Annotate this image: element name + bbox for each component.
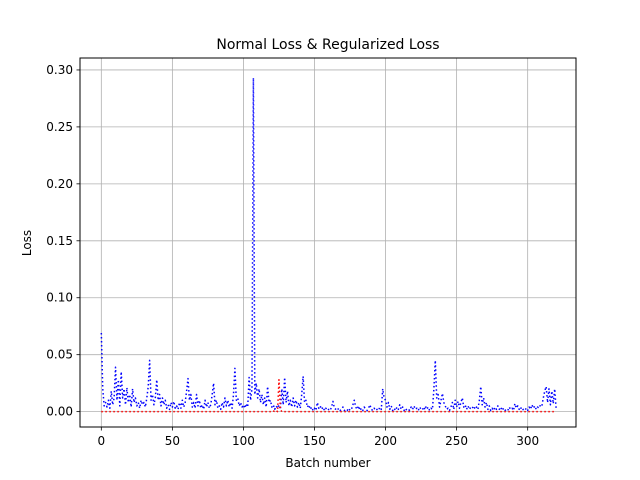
x-tick-label: 150: [303, 434, 326, 448]
chart-title: Normal Loss & Regularized Loss: [216, 37, 439, 53]
y-axis-title: Loss: [20, 230, 34, 256]
y-tick-label: 0.30: [46, 63, 73, 77]
y-tick-label: 0.15: [46, 234, 73, 248]
y-tick-label: 0.10: [46, 291, 73, 305]
y-tick-label: 0.25: [46, 120, 73, 134]
x-tick-label: 50: [165, 434, 180, 448]
series-line-blue: [100, 77, 557, 412]
y-tick-label: 0.20: [46, 177, 73, 191]
x-tick-label: 0: [97, 434, 105, 448]
y-tick-label: 0.05: [46, 348, 73, 362]
series-layer: [100, 77, 557, 413]
x-tick-label: 250: [445, 434, 468, 448]
grid-layer: [80, 58, 576, 427]
x-tick-label: 300: [516, 434, 539, 448]
y-tick-label: 0.00: [46, 405, 73, 419]
x-tick-label: 100: [232, 434, 255, 448]
plot-frame: [79, 57, 577, 428]
x-tick-label: 200: [374, 434, 397, 448]
x-axis-title: Batch number: [285, 456, 370, 470]
tick-layer: 0 50 100 150 200 250 300 0.00 0.05 0.10 0.15 0.20 0.…: [46, 63, 539, 448]
series-line-red: [101, 378, 557, 413]
